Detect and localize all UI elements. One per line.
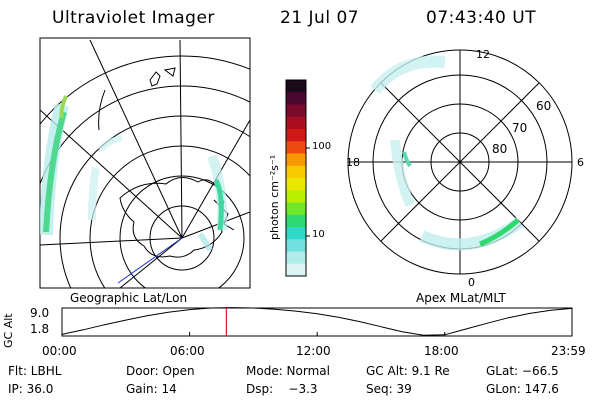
xtick-2359: 23:59 (551, 344, 586, 358)
mlat-label-70: 70 (512, 121, 528, 135)
info-dsp: Dsp: −3.3 (246, 382, 318, 396)
colorbar-frame (285, 79, 307, 277)
info-seq: Seq: 39 (366, 382, 412, 396)
colorbar-swatch (286, 239, 306, 252)
colorbar-swatch (286, 227, 306, 240)
colorbar-tick-10: 10 (312, 229, 325, 240)
mlt-label-6: 6 (577, 156, 584, 169)
colorbar-swatch (286, 202, 306, 216)
date-label: 21 Jul 07 (280, 8, 360, 28)
colorbar-swatch (286, 80, 306, 93)
info-glat: GLat: −66.5 (486, 364, 559, 378)
altitude-series-line (61, 307, 573, 336)
right-panel-label: Apex MLat/MLT (416, 291, 506, 305)
colorbar-swatch (286, 214, 306, 228)
colorbar-swatch (286, 116, 306, 130)
time-label: 07:43:40 UT (426, 8, 537, 28)
xtick-1200: 12:00 (296, 344, 331, 358)
colorbar-swatch (286, 104, 306, 118)
colorbar-swatch (286, 190, 306, 203)
colorbar-tick-100: 100 (312, 141, 332, 152)
colorbar-swatch (286, 178, 306, 191)
instrument-title: Ultraviolet Imager (52, 8, 215, 28)
chart-ytick-low: 1.8 (30, 322, 50, 336)
info-ip: IP: 36.0 (8, 382, 54, 396)
info-door: Door: Open (126, 364, 195, 378)
xtick-0000: 00:00 (42, 344, 77, 358)
colorbar-swatch (286, 92, 306, 105)
colorbar-swatch (286, 129, 306, 142)
info-filter: Flt: LBHL (8, 364, 62, 378)
mlt-label-0: 0 (468, 276, 475, 289)
colorbar-swatch (286, 251, 306, 265)
xtick-1800: 18:00 (424, 344, 459, 358)
info-gain: Gain: 14 (126, 382, 177, 396)
mlat-label-60: 60 (536, 99, 552, 113)
info-mode: Mode: Normal (246, 364, 330, 378)
colorbar-swatch (286, 153, 306, 167)
chart-ytick-high: 9.0 (30, 306, 50, 320)
mlt-label-18: 18 (346, 156, 360, 169)
mlt-label-12: 12 (476, 48, 490, 61)
colorbar-swatch (286, 263, 306, 277)
xtick-0600: 06:00 (170, 344, 205, 358)
colorbar-swatch (286, 141, 306, 154)
left-panel-label: Geographic Lat/Lon (70, 291, 188, 305)
mlat-label-80: 80 (492, 142, 508, 156)
info-glon: GLon: 147.6 (486, 382, 559, 396)
colorbar-swatch (286, 165, 306, 179)
info-gc-alt: GC Alt: 9.1 Re (366, 364, 450, 378)
